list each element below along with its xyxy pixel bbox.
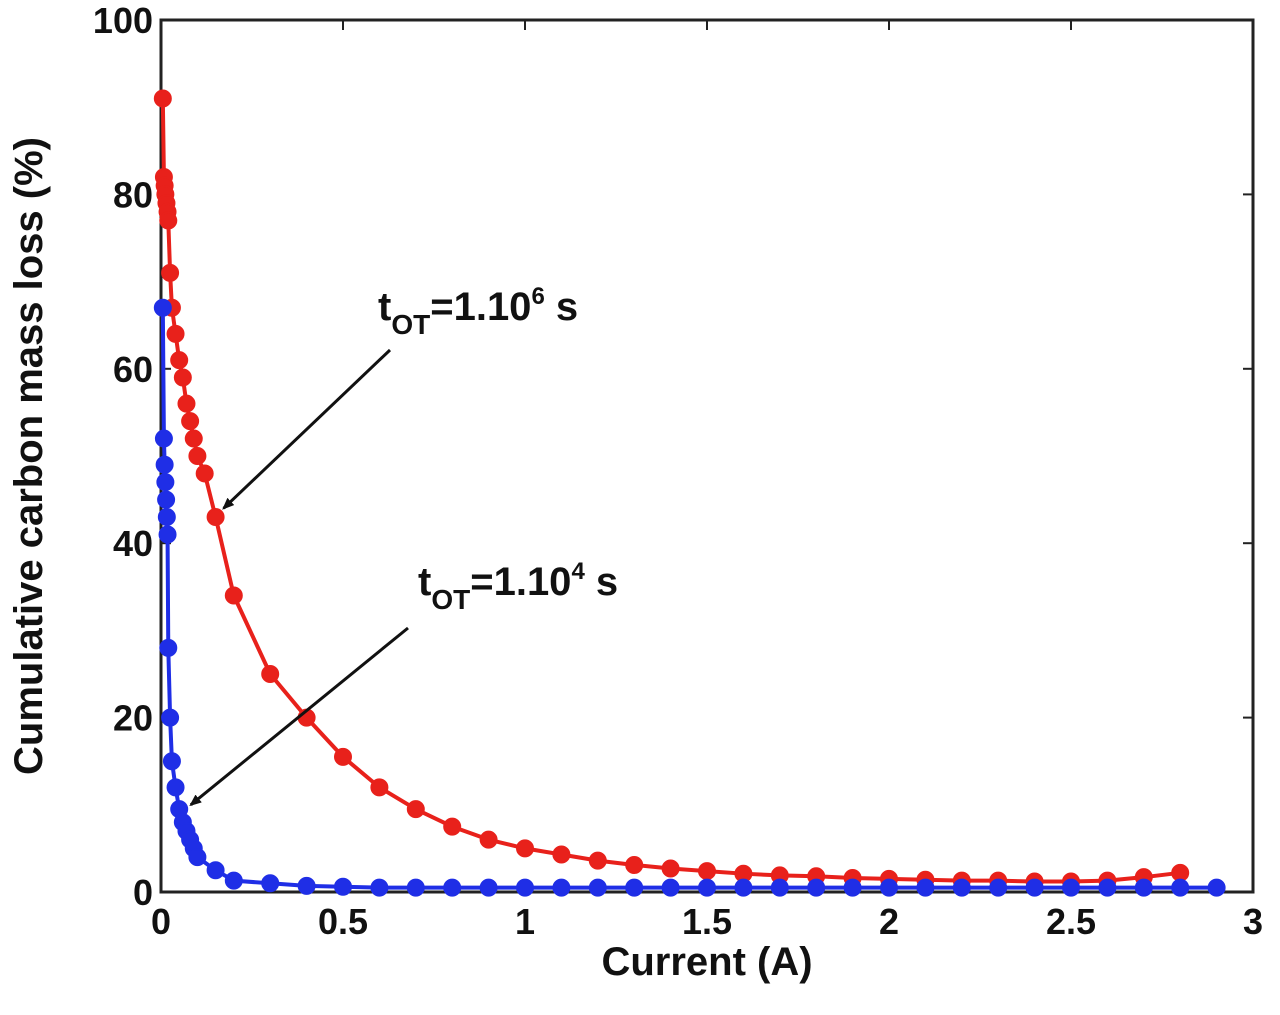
data-point — [153, 298, 172, 317]
data-point — [162, 752, 181, 771]
series-layer — [153, 89, 1226, 897]
x-tick-label: 0 — [151, 901, 171, 942]
data-point — [153, 89, 172, 108]
data-point — [552, 845, 571, 864]
data-point — [1207, 878, 1226, 897]
data-point — [880, 878, 898, 897]
data-point — [188, 447, 207, 465]
data-point — [177, 394, 196, 413]
data-point — [157, 490, 176, 509]
data-point — [157, 508, 176, 527]
data-point — [479, 830, 498, 849]
data-point — [261, 874, 280, 893]
y-axis-label: Cumulative carbon mass loss (%) — [7, 137, 51, 775]
data-point — [161, 708, 180, 727]
data-point — [698, 862, 716, 881]
data-point — [159, 211, 178, 230]
data-point — [334, 747, 352, 766]
data-point — [698, 878, 716, 897]
data-point — [156, 473, 175, 492]
data-point — [661, 878, 680, 897]
data-point — [166, 324, 185, 343]
y-tick-label: 40 — [113, 523, 153, 564]
data-point — [261, 665, 280, 683]
data-point — [625, 855, 644, 874]
data-point — [989, 878, 1008, 897]
data-point — [588, 851, 607, 870]
data-point — [155, 455, 174, 474]
data-point — [734, 878, 753, 897]
y-tick-label: 20 — [113, 698, 153, 739]
data-point — [181, 412, 200, 431]
data-point — [588, 878, 607, 897]
data-point — [807, 878, 826, 897]
annotations-layer: tOT=1.106 s tOT=1.104 s — [189, 283, 618, 807]
x-axis-label: Current (A) — [601, 940, 812, 984]
data-point — [195, 464, 214, 483]
data-point — [206, 508, 225, 527]
x-tick-label: 3 — [1243, 901, 1263, 942]
data-point — [1134, 878, 1153, 897]
data-point — [443, 817, 462, 836]
x-tick-label: 1 — [515, 901, 535, 942]
data-point — [173, 368, 192, 387]
data-point — [334, 877, 352, 896]
data-point — [406, 878, 425, 897]
data-point — [1171, 863, 1190, 882]
x-tick-label: 2 — [879, 901, 899, 942]
annotation-arrow-1 — [222, 348, 392, 510]
y-tick-label: 0 — [133, 872, 153, 913]
ticks-layer: 0 0.5 1 1.5 2 2.5 3 0 20 40 60 80 100 — [93, 0, 1263, 942]
data-point — [154, 429, 173, 448]
data-point — [158, 525, 177, 544]
data-point — [770, 878, 789, 897]
data-point — [1098, 878, 1117, 897]
y-tick-label: 60 — [113, 349, 153, 390]
data-point — [843, 878, 862, 897]
annotation-arrow-2 — [189, 626, 409, 807]
data-point — [1171, 878, 1190, 897]
data-point — [184, 429, 203, 448]
data-point — [224, 586, 243, 605]
annotation-label-1: tOT=1.106 s — [378, 283, 578, 340]
data-point — [297, 876, 316, 895]
y-tick-label: 100 — [93, 0, 153, 41]
series-line-1 — [160, 98, 1181, 884]
series-line-2 — [160, 307, 1217, 890]
data-point — [370, 878, 389, 897]
data-point — [161, 263, 180, 282]
data-point — [443, 878, 462, 897]
data-point — [166, 778, 185, 797]
data-point — [625, 878, 644, 897]
data-point — [206, 861, 225, 880]
data-point — [479, 878, 498, 897]
x-tick-label: 0.5 — [318, 901, 368, 942]
data-point — [1025, 878, 1044, 897]
data-point — [406, 800, 425, 819]
y-tick-label: 80 — [113, 174, 153, 215]
data-point — [552, 878, 571, 897]
data-point — [916, 878, 935, 897]
data-point — [516, 839, 534, 858]
data-point — [224, 871, 243, 890]
annotation-label-2: tOT=1.104 s — [418, 558, 618, 615]
x-tick-label: 1.5 — [682, 901, 732, 942]
data-point — [370, 778, 389, 797]
data-point — [661, 859, 680, 878]
data-point — [516, 878, 534, 897]
data-point — [188, 848, 207, 867]
data-point — [170, 351, 189, 370]
plot-area-frame — [159, 18, 1255, 894]
data-point — [952, 878, 971, 897]
data-point — [159, 638, 178, 657]
x-tick-label: 2.5 — [1046, 901, 1096, 942]
data-point — [1062, 878, 1080, 897]
